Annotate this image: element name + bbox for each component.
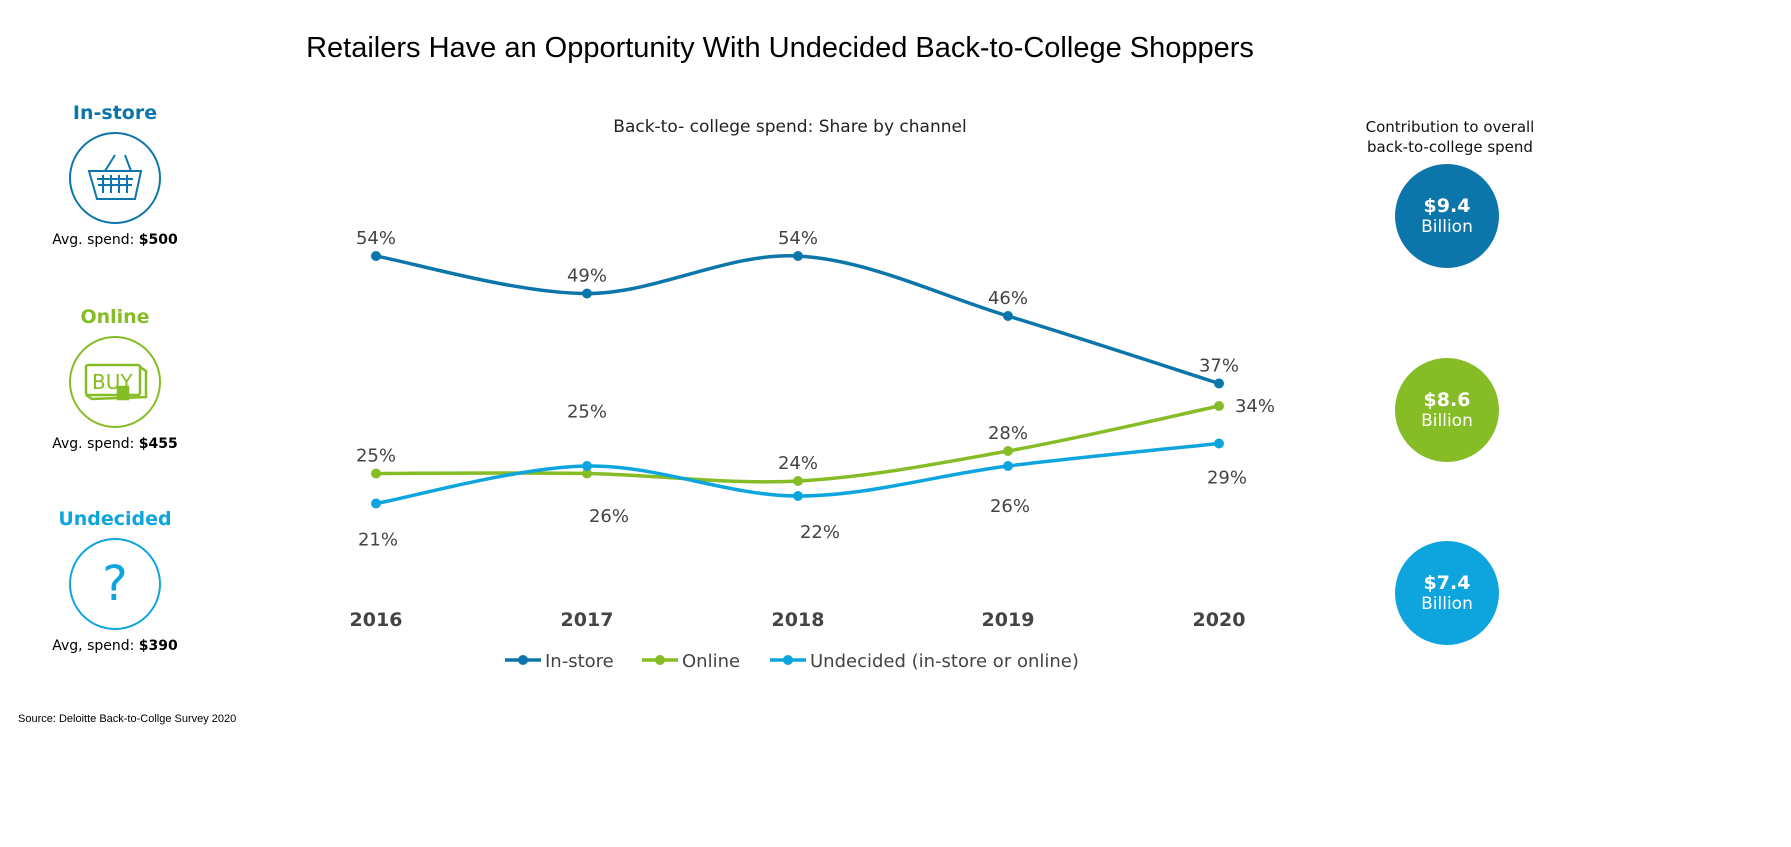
data-label: 26% [589,506,629,527]
channel-name: Undecided [58,508,172,530]
data-label: 46% [988,288,1028,309]
data-label: 54% [356,228,396,249]
channel-name: Online [80,306,150,328]
data-label: 28% [988,423,1028,444]
source-note: Source: Deloitte Back-to-Collge Survey 2… [18,713,237,725]
legend-marker [655,655,665,665]
spend-value: $500 [138,232,178,248]
channel-name: In-store [72,102,158,124]
series-line-0 [375,254,1220,386]
legend-marker [518,655,528,665]
contribution-bubble-online: $8.6 Billion [1395,358,1499,462]
data-point [793,491,803,501]
data-label: 24% [778,453,818,474]
chart-title: Back-to- college spend: Share by channel [613,117,967,137]
channel-undecided: Undecided ? Avg, spend: $390 [20,508,210,654]
data-label: 34% [1235,396,1275,417]
question-mark-icon: ? [69,538,161,630]
data-label: 25% [567,402,607,423]
data-point [371,468,381,479]
data-point [582,288,592,299]
data-point [1003,446,1013,456]
data-point [582,468,592,479]
spend-label: Avg. spend: [52,232,135,248]
spend-label: Avg. spend: [52,436,135,452]
spend-value: $390 [138,638,178,654]
data-point [371,498,381,509]
page-title: Retailers Have an Opportunity With Undec… [306,32,1254,64]
legend-label: In-store [545,651,614,672]
channel-online: Online BUY Avg. spend: $455 [20,306,210,452]
x-tick-label: 2018 [772,609,825,631]
data-point [793,251,803,261]
x-tick-label: 2019 [982,609,1035,631]
basket-icon [69,132,161,224]
spend-label: Avg, spend: [52,638,135,654]
channel-in-store: In-store Avg. spend: $500 [20,102,210,248]
data-point [793,476,803,486]
contribution-label: Contribution to overall back-to-college … [1365,118,1535,156]
data-point [582,461,592,471]
data-label: 29% [1207,468,1247,489]
data-label: 26% [990,496,1030,517]
data-point [1214,438,1224,449]
data-point [1003,311,1013,321]
contribution-bubble-undecided: $7.4 Billion [1395,541,1499,645]
data-label: 37% [1199,356,1239,377]
legend-label: Online [682,651,740,672]
data-point [1214,401,1224,411]
contribution-bubble-in-store: $9.4 Billion [1395,164,1499,268]
legend-marker [783,655,793,665]
x-tick-label: 2020 [1193,609,1246,631]
data-label: 22% [800,522,840,543]
line-chart: 54% 49% 54% 46% 37% 25% 25% 24% 28% 34% 21% 26% 22% 2… [350,228,1275,672]
x-tick-label: 2017 [561,609,614,631]
data-point [1003,461,1013,471]
data-label: 54% [778,228,818,249]
data-label: 25% [356,446,396,467]
data-label: 49% [567,266,607,287]
legend-label: Undecided (in-store or online) [810,651,1079,672]
data-label: 21% [358,530,398,551]
buy-button-icon: BUY [69,336,161,428]
x-tick-label: 2016 [350,609,403,631]
spend-value: $455 [138,436,178,452]
data-point [1214,378,1224,389]
data-point [371,251,381,261]
